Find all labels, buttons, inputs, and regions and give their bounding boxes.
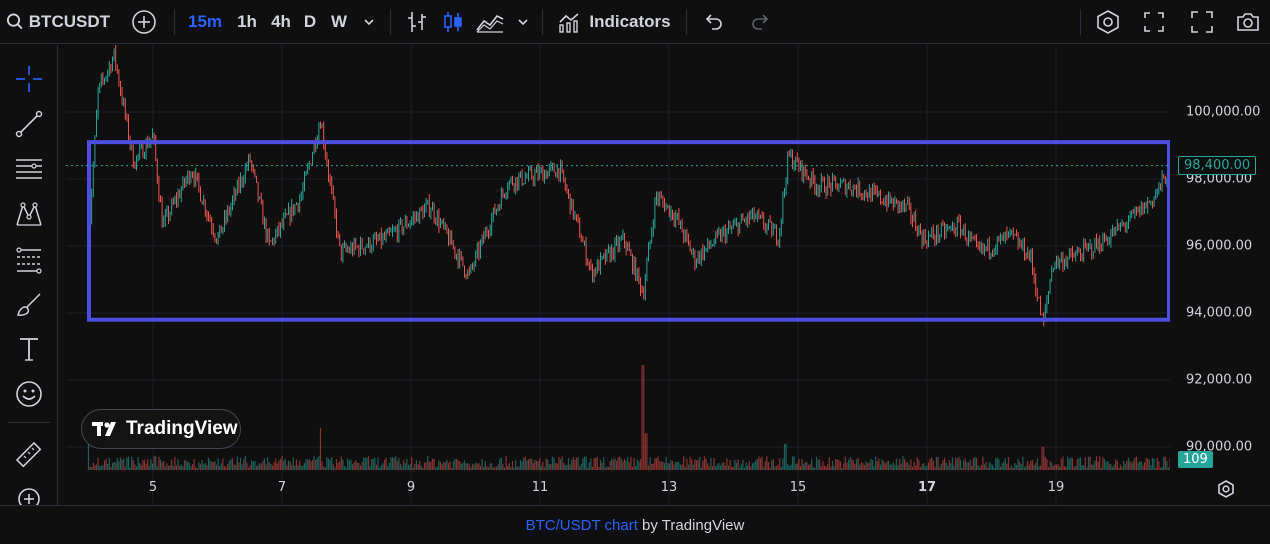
fullscreen-icon — [1144, 12, 1164, 32]
time-axis[interactable]: 5 7 9 11 13 15 17 19 — [66, 472, 1176, 504]
trend-line-tool[interactable] — [11, 106, 47, 142]
axis-settings-button[interactable] — [1212, 476, 1240, 502]
add-circle-icon — [132, 10, 156, 34]
time-tick-label: 17 — [917, 480, 937, 495]
candlestick-series — [88, 45, 1170, 327]
smiley-icon — [16, 381, 42, 407]
interval-w[interactable]: W — [330, 12, 348, 31]
emoji-tool[interactable] — [11, 376, 47, 412]
price-tick-label: 96,000.00 — [1186, 238, 1253, 254]
pattern-icon — [16, 202, 42, 226]
toolbar-divider — [174, 9, 175, 35]
toolbar-divider — [8, 422, 50, 423]
interval-dropdown[interactable] — [356, 0, 382, 44]
camera-icon — [1237, 13, 1259, 31]
candles-style-button[interactable] — [438, 0, 468, 44]
toolbar-divider — [390, 9, 391, 35]
price-tick-label: 90,000.00 — [1186, 439, 1253, 455]
horizontal-lines-tool[interactable] — [11, 151, 47, 187]
chevron-down-icon — [364, 19, 374, 26]
toolbar-divider — [1080, 9, 1081, 35]
time-tick-label: 11 — [531, 480, 549, 495]
price-tick-label: 94,000.00 — [1186, 305, 1253, 321]
symbol-search[interactable]: BTCUSDT — [6, 0, 110, 44]
undo-button[interactable] — [698, 0, 728, 44]
ruler-icon — [15, 441, 42, 468]
interval-15m[interactable]: 15m — [187, 12, 223, 31]
chevron-down-icon — [518, 19, 528, 26]
interval-4h[interactable]: 4h — [271, 12, 291, 31]
attribution-suffix: by TradingView — [637, 516, 745, 534]
brush-icon — [17, 293, 41, 316]
settings-button[interactable] — [1092, 0, 1124, 44]
search-icon — [6, 13, 23, 30]
bars-style-button[interactable] — [402, 0, 432, 44]
price-tick-label: 92,000.00 — [1186, 372, 1253, 388]
fullscreen-button[interactable] — [1138, 0, 1170, 44]
interval-1h[interactable]: 1h — [237, 12, 257, 31]
time-tick-label: 9 — [406, 480, 416, 495]
expand-button[interactable] — [1186, 0, 1218, 44]
pattern-tool[interactable] — [11, 196, 47, 232]
time-tick-label: 19 — [1047, 480, 1065, 495]
text-icon — [20, 338, 38, 361]
trend-line-icon — [15, 110, 43, 138]
redo-button[interactable] — [746, 0, 776, 44]
price-tick-label: 100,000.00 — [1186, 104, 1261, 120]
chart-attribution-link[interactable]: BTC/USDT chart — [525, 516, 638, 534]
chart-style-dropdown[interactable] — [510, 0, 536, 44]
watermark-text: TradingView — [126, 418, 238, 439]
price-tick-label: 98,000.00 — [1186, 171, 1253, 187]
top-toolbar: BTCUSDT 15m 1h 4h D W — [0, 0, 1270, 44]
crosshair-tool[interactable] — [11, 61, 47, 97]
toolbar-divider — [686, 9, 687, 35]
expand-icon — [1191, 11, 1213, 33]
tradingview-logo-icon — [92, 422, 116, 436]
tradingview-logo[interactable]: TradingView — [81, 409, 241, 449]
current-volume-badge: 109 — [1178, 451, 1213, 468]
range-rectangle-drawing[interactable] — [87, 140, 1170, 322]
time-tick-label: 13 — [660, 480, 678, 495]
snapshot-button[interactable] — [1232, 0, 1264, 44]
undo-icon — [705, 14, 722, 30]
time-tick-label: 7 — [277, 480, 287, 495]
volume-bars — [87, 365, 1170, 470]
brush-tool[interactable] — [11, 286, 47, 322]
time-tick-label: 15 — [789, 480, 807, 495]
time-tick-label: 5 — [148, 480, 158, 495]
bars-icon — [408, 12, 426, 32]
area-chart-icon — [476, 14, 504, 33]
toolbar-divider — [542, 9, 543, 35]
indicators-icon — [559, 13, 579, 33]
crosshair-icon — [16, 66, 42, 92]
interval-d[interactable]: D — [303, 12, 317, 31]
text-tool[interactable] — [11, 331, 47, 367]
redo-icon — [752, 14, 769, 30]
gear-icon — [1218, 480, 1234, 498]
fibonacci-icon — [16, 247, 42, 274]
attribution-footer: BTC/USDT chart by TradingView — [0, 505, 1270, 544]
horizontal-lines-icon — [16, 159, 42, 179]
candles-icon — [444, 12, 462, 32]
drawing-toolbar — [0, 45, 58, 544]
indicators-button[interactable]: Indicators — [556, 0, 672, 44]
compare-button[interactable] — [128, 0, 160, 44]
indicators-label: Indicators — [589, 12, 671, 31]
settings-hexagon-icon — [1097, 10, 1119, 34]
current-price-badge: 98,400.00 — [1178, 155, 1257, 175]
price-axis[interactable]: 100,000.00 98,000.00 96,000.00 94,000.00 92,… — [1176, 45, 1270, 505]
symbol-label: BTCUSDT — [28, 12, 110, 31]
measure-tool[interactable] — [11, 437, 47, 473]
fib-tool[interactable] — [11, 241, 47, 277]
area-style-button[interactable] — [472, 0, 508, 44]
